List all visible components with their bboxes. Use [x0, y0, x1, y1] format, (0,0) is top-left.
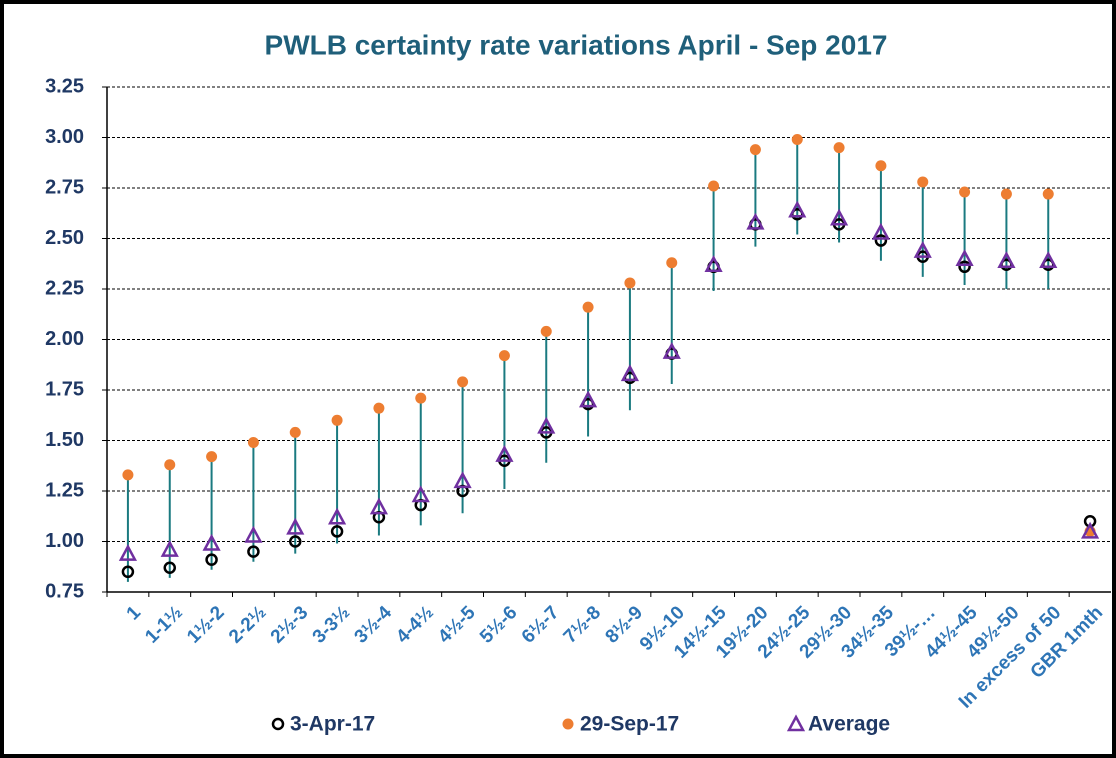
circle-marker	[205, 553, 218, 566]
y-tick-label: 2.75	[45, 176, 84, 198]
dot-marker	[917, 176, 929, 188]
circle-marker	[958, 260, 971, 274]
dot-marker	[247, 437, 259, 449]
triangle-marker	[913, 240, 932, 258]
circle-marker	[289, 535, 302, 548]
y-tick-label: 1.75	[45, 378, 84, 400]
circle-marker	[330, 525, 344, 538]
dot-marker	[624, 277, 636, 289]
triangle-marker	[746, 212, 765, 230]
chart-title: PWLB certainty rate variations April - S…	[265, 29, 888, 60]
dot-marker	[206, 451, 218, 463]
dot-marker	[289, 426, 301, 438]
triangle-marker	[160, 539, 179, 557]
triangle-marker	[369, 497, 389, 515]
dot-marker	[749, 144, 761, 156]
triangle-marker	[537, 416, 556, 434]
triangle-marker	[829, 208, 849, 226]
dot-marker	[122, 469, 134, 481]
dot-marker	[1000, 188, 1012, 200]
circle-marker	[121, 565, 135, 579]
triangle-marker	[327, 507, 347, 525]
dot-marker	[164, 459, 176, 471]
triangle-marker	[202, 533, 221, 551]
triangle-marker	[786, 714, 806, 732]
circle-marker	[271, 717, 285, 731]
dot-marker	[1042, 188, 1054, 200]
dot-marker	[875, 160, 887, 172]
y-tick-label: 0.75	[45, 580, 84, 602]
triangle-marker	[411, 485, 430, 503]
triangle-marker	[118, 543, 138, 561]
dot-marker	[833, 142, 845, 154]
triangle-marker	[955, 249, 974, 266]
triangle-marker	[286, 517, 305, 535]
triangle-marker	[495, 445, 514, 462]
dot-marker	[540, 325, 552, 337]
legend-label: 3-Apr-17	[290, 713, 375, 736]
triangle-marker	[453, 471, 472, 489]
triangle-marker	[871, 222, 891, 240]
dot-marker	[582, 301, 594, 313]
y-tick-label: 3.25	[45, 75, 84, 97]
dot-marker	[708, 180, 720, 192]
y-tick-label: 2.50	[45, 227, 84, 249]
triangle-marker	[788, 200, 807, 218]
dot-marker	[666, 257, 678, 269]
dot-marker	[562, 718, 574, 730]
dot-marker	[373, 402, 385, 414]
y-tick-label: 3.00	[45, 126, 84, 148]
circle-marker	[874, 234, 888, 247]
dot-marker	[791, 134, 803, 146]
triangle-marker	[244, 525, 263, 543]
y-tick-label: 2.00	[45, 328, 84, 350]
y-tick-label: 1.50	[45, 429, 84, 451]
legend-label: Average	[808, 713, 890, 736]
dot-marker	[415, 392, 427, 404]
y-tick-label: 1.25	[45, 479, 84, 501]
triangle-marker	[704, 255, 723, 273]
y-tick-label: 1.00	[45, 530, 84, 552]
circle-marker	[247, 545, 260, 558]
dot-marker	[457, 376, 469, 388]
triangle-marker	[620, 364, 640, 382]
triangle-marker	[997, 251, 1016, 268]
dot-marker	[498, 350, 510, 362]
circle-marker	[163, 561, 176, 575]
dot-marker	[331, 414, 343, 426]
triangle-marker	[1039, 251, 1058, 268]
legend-label: 29-Sep-17	[580, 713, 679, 736]
triangle-marker	[662, 341, 681, 359]
triangle-marker	[578, 390, 598, 408]
y-tick-label: 2.25	[45, 277, 84, 299]
triangle-marker	[1080, 521, 1100, 539]
dot-marker	[959, 186, 971, 198]
